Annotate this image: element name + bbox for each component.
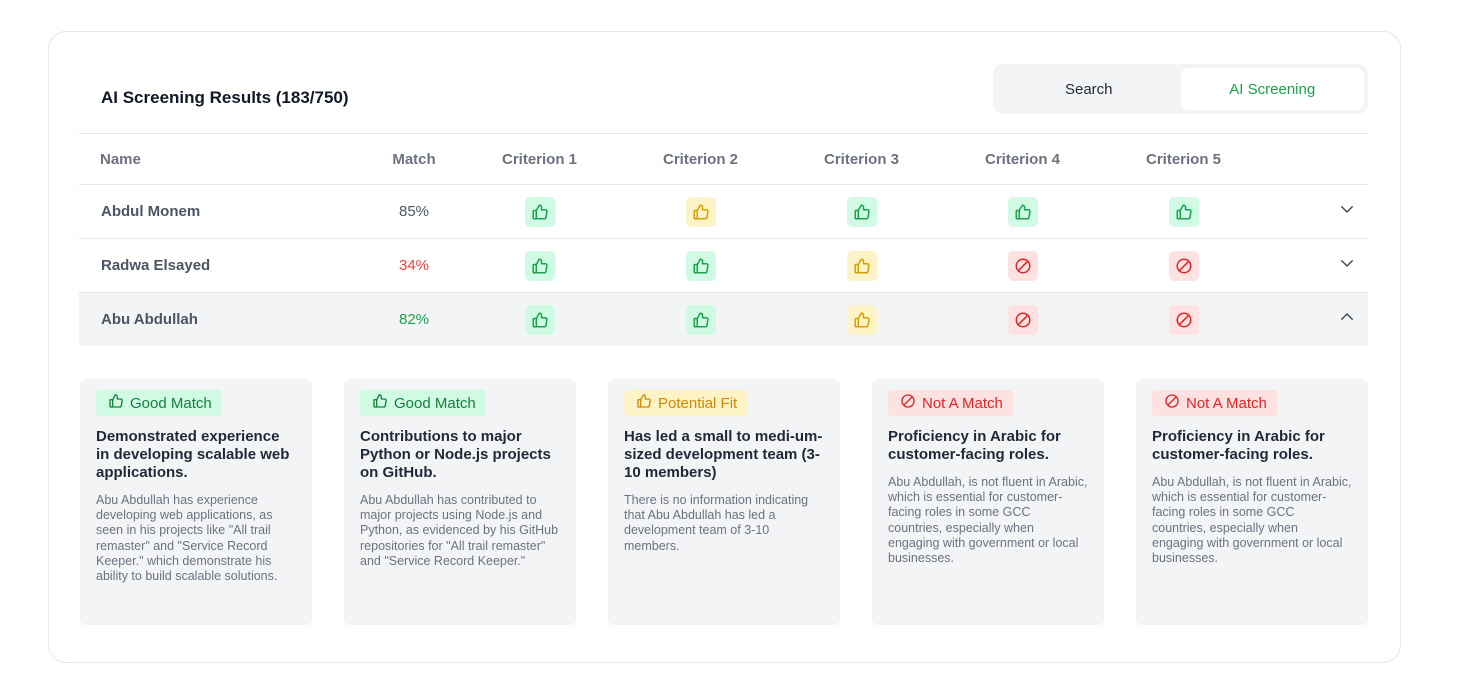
table-row[interactable]: Abdul Monem 85% [79, 184, 1368, 238]
thumbs-up-icon [685, 250, 716, 281]
column-header-criterion-1: Criterion 1 [501, 150, 577, 168]
match-percentage: 85% [398, 203, 430, 220]
chevron-down-icon[interactable] [1338, 200, 1356, 223]
thumbs-up-icon [108, 393, 124, 413]
criterion-title: Contributions to major Python or Node.js… [360, 428, 551, 481]
match-percentage: 34% [398, 257, 430, 274]
thumbs-up-icon [1168, 196, 1199, 227]
status-badge: Potential Fit [624, 390, 748, 416]
thumbs-up-icon [846, 304, 877, 335]
criterion-card: Not A Match Proficiency in Arabic for cu… [872, 379, 1104, 625]
column-header-criterion-3: Criterion 3 [823, 150, 899, 168]
criterion-explanation: Abu Abdullah, is not fluent in Arabic, w… [1152, 475, 1352, 566]
column-header-criterion-4: Criterion 4 [984, 150, 1060, 168]
status-badge: Not A Match [888, 390, 1013, 416]
criterion-explanation: Abu Abdullah has contributed to major pr… [360, 493, 559, 568]
thumbs-up-icon [846, 196, 877, 227]
thumbs-up-icon [846, 250, 877, 281]
criterion-title: Has led a small to medi-um-sized develop… [624, 428, 823, 481]
status-label: Good Match [130, 394, 212, 412]
criterion-title: Proficiency in Arabic for customer-facin… [888, 428, 1061, 463]
thumbs-up-icon [636, 393, 652, 413]
thumbs-up-icon [685, 304, 716, 335]
thumbs-up-icon [524, 196, 555, 227]
results-table: Name Match Criterion 1 Criterion 2 Crite… [79, 133, 1368, 346]
criterion-explanation: Abu Abdullah has experience developing w… [96, 493, 278, 584]
criterion-title: Proficiency in Arabic for customer-facin… [1152, 428, 1325, 463]
tab-ai-screening[interactable]: AI Screening [1180, 68, 1364, 110]
table-row[interactable]: Radwa Elsayed 34% [79, 238, 1368, 292]
status-label: Potential Fit [658, 394, 738, 412]
thumbs-up-icon [524, 304, 555, 335]
thumbs-up-icon [524, 250, 555, 281]
status-badge: Good Match [360, 390, 486, 416]
criterion-explanation: There is no information indicating that … [624, 493, 809, 553]
prohibited-icon [1164, 393, 1180, 413]
view-switcher: Search AI Screening [993, 64, 1368, 114]
thumbs-up-icon [1007, 196, 1038, 227]
column-header-name: Name [100, 150, 141, 168]
thumbs-up-icon [685, 196, 716, 227]
chevron-down-icon[interactable] [1338, 254, 1356, 277]
prohibited-icon [1168, 304, 1199, 335]
column-header-criterion-2: Criterion 2 [662, 150, 738, 168]
prohibited-icon [1168, 250, 1199, 281]
criterion-card: Not A Match Proficiency in Arabic for cu… [1136, 379, 1368, 625]
table-header: Name Match Criterion 1 Criterion 2 Crite… [79, 133, 1368, 184]
thumbs-up-icon [372, 393, 388, 413]
status-badge: Not A Match [1152, 390, 1277, 416]
candidate-name: Abdul Monem [101, 203, 201, 220]
criterion-card: Potential Fit Has led a small to medi-um… [608, 379, 840, 625]
candidate-name: Abu Abdullah [101, 311, 198, 328]
criteria-details: Good Match Demonstrated experience in de… [80, 379, 1368, 625]
match-percentage: 82% [398, 311, 430, 328]
table-row[interactable]: Abu Abdullah 82% [79, 292, 1368, 346]
status-label: Good Match [394, 394, 476, 412]
criterion-explanation: Abu Abdullah, is not fluent in Arabic, w… [888, 475, 1088, 566]
prohibited-icon [1007, 250, 1038, 281]
criterion-card: Good Match Contributions to major Python… [344, 379, 576, 625]
column-header-criterion-5: Criterion 5 [1145, 150, 1221, 168]
tab-search[interactable]: Search [1064, 80, 1113, 98]
status-badge: Good Match [96, 390, 222, 416]
candidate-name: Radwa Elsayed [101, 257, 211, 274]
chevron-up-icon[interactable] [1338, 308, 1356, 331]
prohibited-icon [1007, 304, 1038, 335]
column-header-match: Match [392, 150, 436, 168]
status-label: Not A Match [1186, 394, 1267, 412]
criterion-card: Good Match Demonstrated experience in de… [80, 379, 312, 625]
criterion-title: Demonstrated experience in developing sc… [96, 428, 290, 481]
page-title: AI Screening Results (183/750) [101, 88, 349, 107]
prohibited-icon [900, 393, 916, 413]
status-label: Not A Match [922, 394, 1003, 412]
